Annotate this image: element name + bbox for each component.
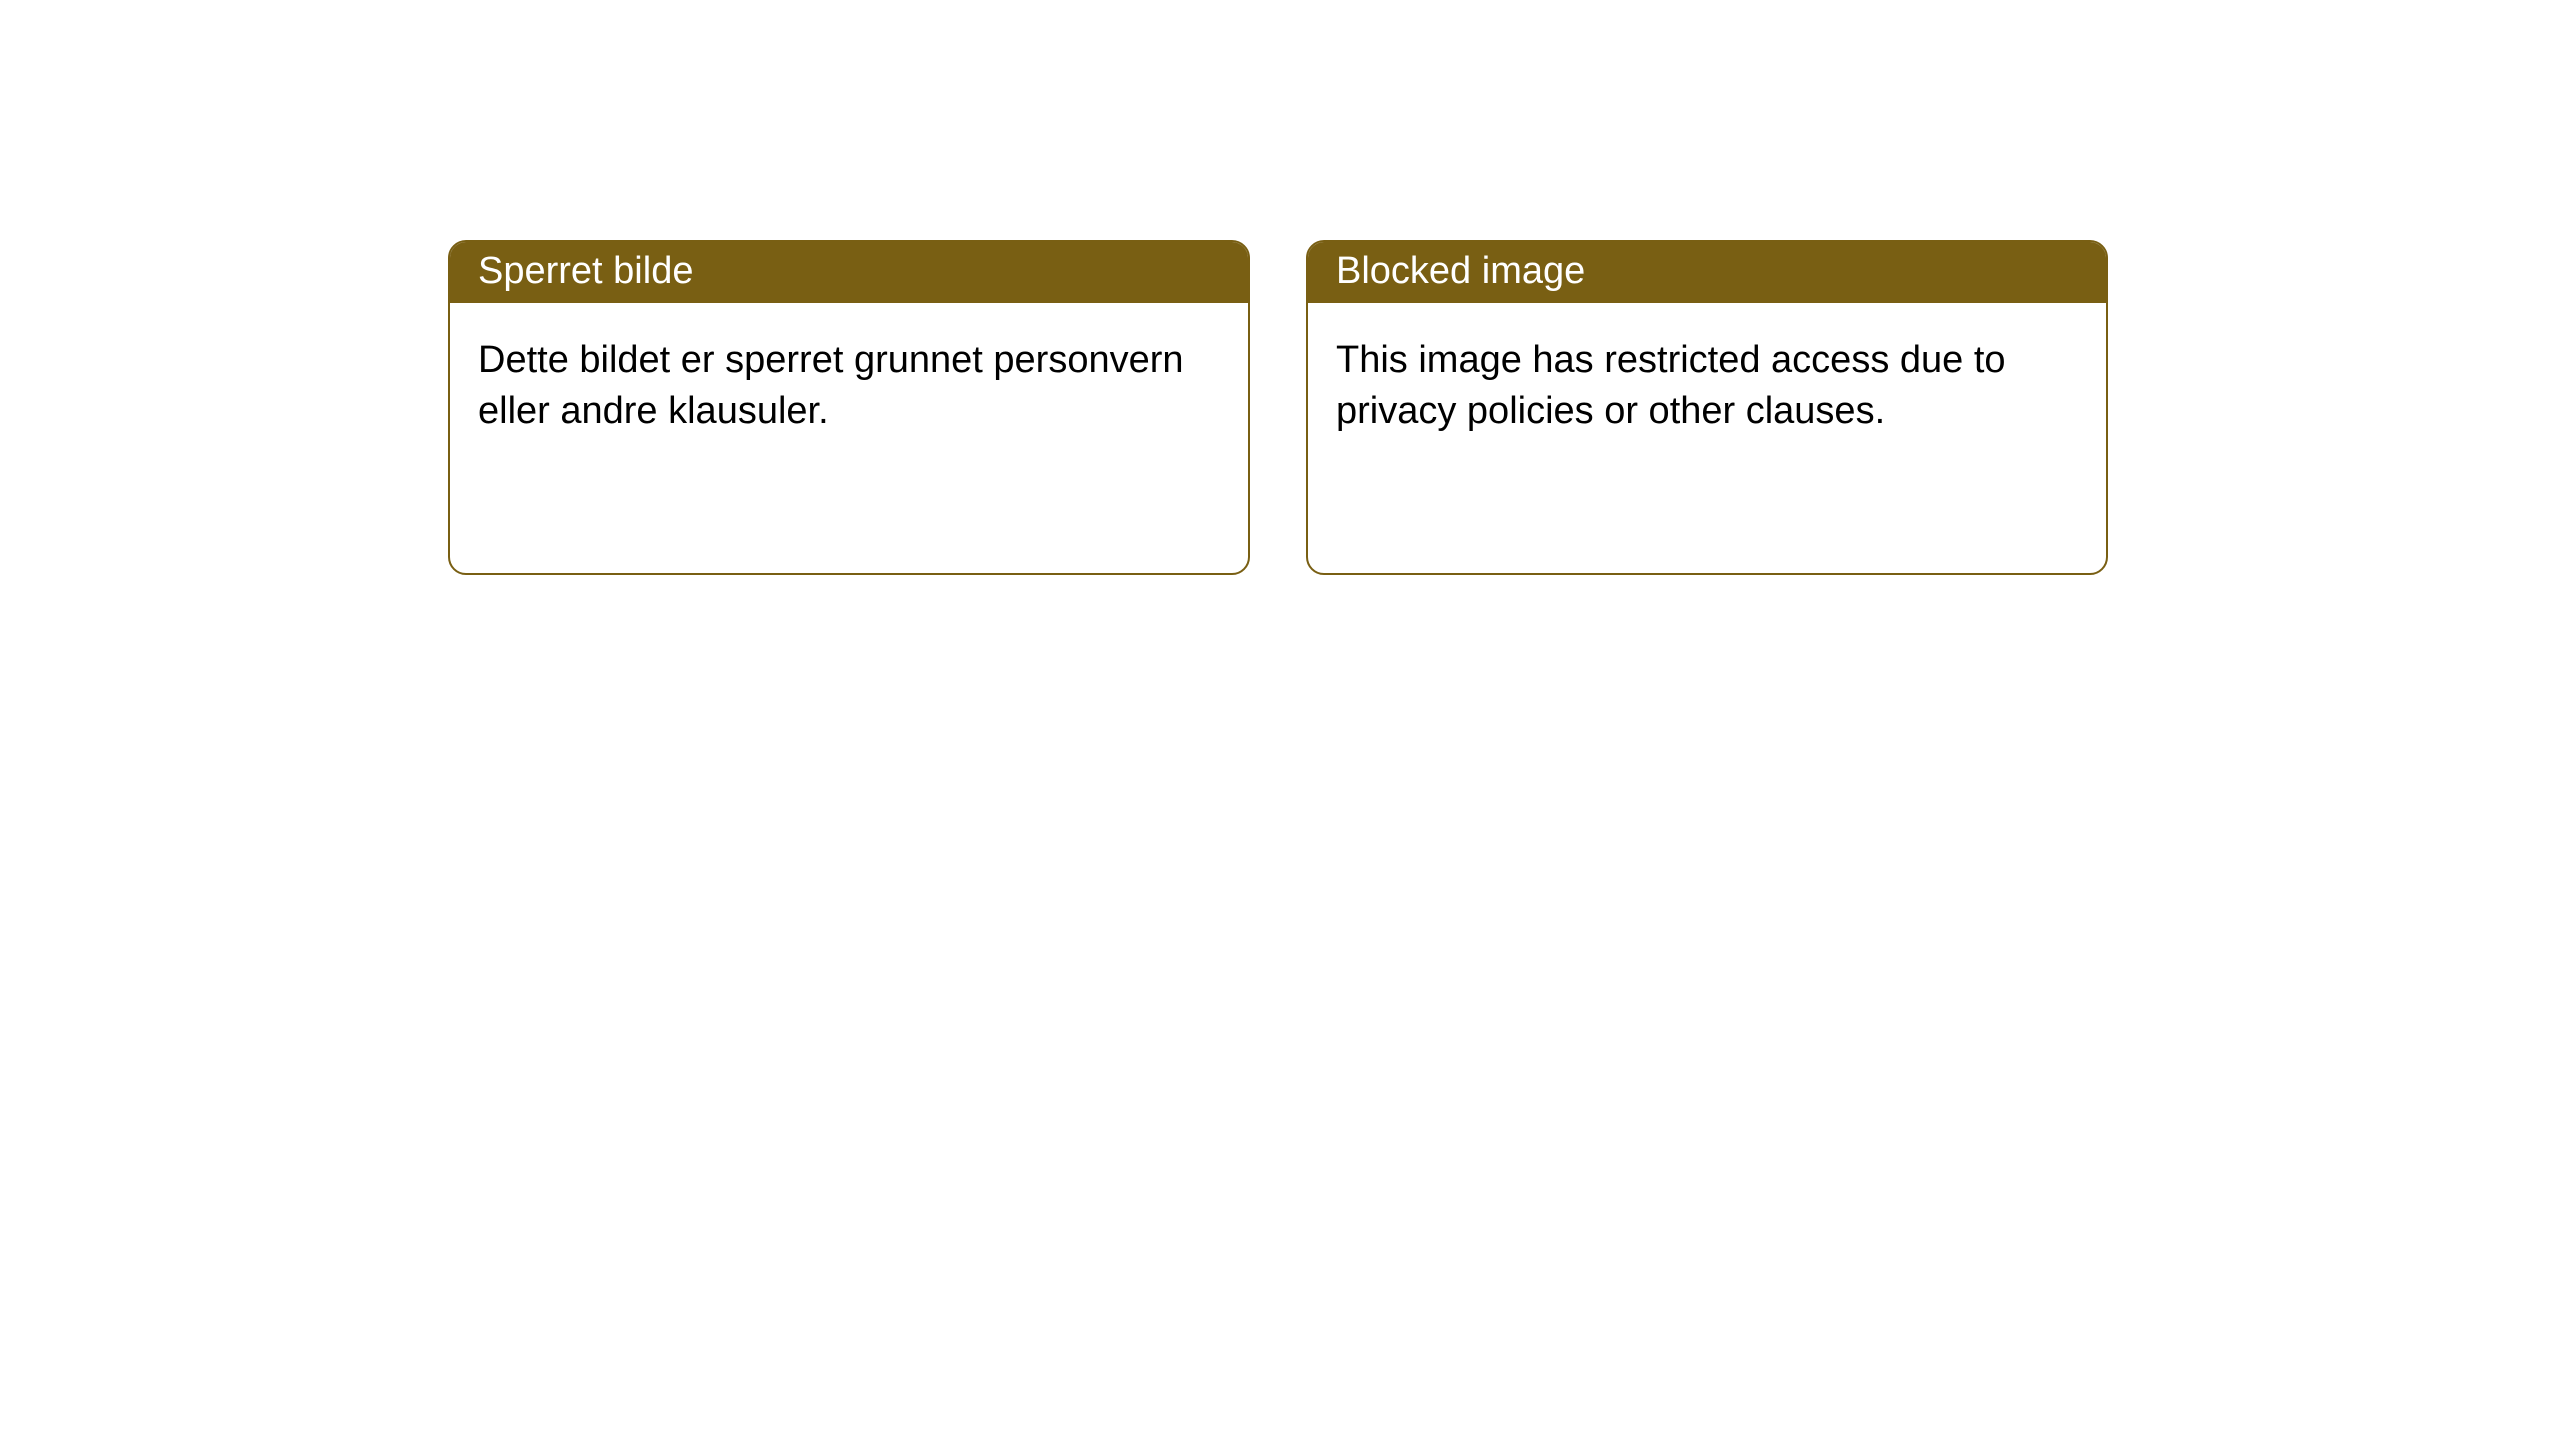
notice-header-en: Blocked image [1308,242,2106,303]
notice-box-en: Blocked image This image has restricted … [1306,240,2108,575]
notice-body-no: Dette bildet er sperret grunnet personve… [450,303,1248,573]
notice-container: Sperret bilde Dette bildet er sperret gr… [0,0,2560,575]
notice-box-no: Sperret bilde Dette bildet er sperret gr… [448,240,1250,575]
notice-body-en: This image has restricted access due to … [1308,303,2106,573]
notice-header-no: Sperret bilde [450,242,1248,303]
